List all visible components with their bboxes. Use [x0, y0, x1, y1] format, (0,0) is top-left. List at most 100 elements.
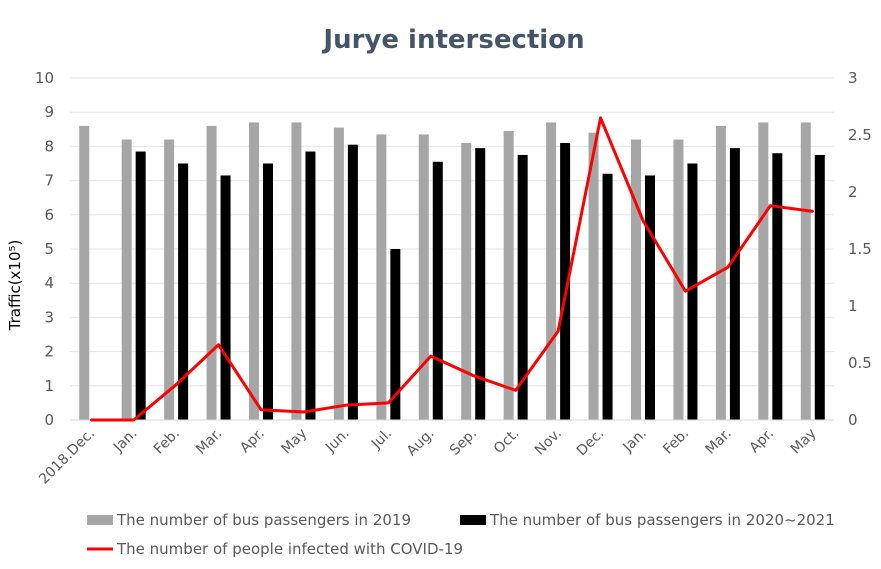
covid-point — [514, 389, 517, 392]
x-tick-label: Jan. — [619, 426, 649, 456]
bar-2019 — [291, 122, 302, 421]
bar-2019 — [249, 122, 259, 421]
x-tick-label: May — [788, 426, 820, 458]
covid-point — [556, 329, 560, 333]
covid-point — [769, 204, 772, 207]
covid-point — [217, 343, 220, 346]
bar-2020-2021 — [390, 249, 401, 420]
bars — [79, 122, 825, 421]
bar-2020-2021 — [560, 142, 571, 421]
left-tick-label: 5 — [44, 240, 54, 258]
bar-2019 — [376, 134, 387, 420]
right-axis: 0 0.5 1 1.5 2 2.5 3 — [848, 69, 872, 429]
bar-2020-2021 — [263, 163, 273, 420]
bar-2020-2021 — [772, 153, 783, 421]
bar-2019 — [206, 125, 217, 420]
legend-label: The number of people infected with COVID… — [116, 540, 463, 558]
covid-line-series — [90, 116, 814, 422]
legend-label: The number of bus passengers in 2020~202… — [489, 511, 835, 529]
y-axis-label: Traffic(x10⁵) — [6, 240, 24, 332]
x-tick-label: Feb. — [660, 426, 692, 458]
left-tick-label: 9 — [44, 103, 54, 121]
bar-2019 — [631, 139, 641, 420]
right-tick-label: 0.5 — [848, 354, 872, 372]
covid-line — [91, 116, 813, 422]
x-tick-label: Jun. — [322, 426, 353, 457]
covid-point — [302, 410, 305, 414]
covid-point — [344, 403, 348, 407]
left-tick-label: 10 — [35, 69, 54, 87]
x-tick-label: Nov. — [532, 426, 565, 459]
left-tick-label: 0 — [44, 411, 54, 429]
covid-point — [472, 374, 475, 377]
legend-label: The number of bus passengers in 2019 — [116, 511, 411, 529]
bar-2020-2021 — [305, 151, 316, 420]
bar-2019 — [503, 131, 514, 420]
bar-2020-2021 — [432, 161, 443, 421]
right-tick-label: 2.5 — [848, 126, 872, 144]
bar-2020-2021 — [602, 173, 613, 420]
covid-point — [726, 266, 730, 269]
x-tick-label: Apr. — [746, 426, 777, 457]
bar-2020-2021 — [687, 163, 698, 420]
covid-point — [259, 408, 263, 411]
left-tick-label: 4 — [44, 274, 54, 292]
bar-2019 — [758, 122, 769, 421]
bar-2020-2021 — [220, 175, 231, 420]
left-tick-label: 7 — [44, 172, 54, 190]
x-tick-label: Jul. — [368, 426, 395, 453]
right-tick-label: 3 — [848, 69, 858, 87]
left-tick-label: 8 — [44, 137, 54, 155]
x-tick-label: May — [278, 426, 310, 458]
bar-2020-2021 — [729, 148, 740, 421]
x-axis: 2018.Dec. Jan. Feb. Mar. Apr. May Jun. Jul. Aug.… — [36, 426, 820, 488]
bar-2019 — [715, 125, 726, 420]
bar-2019 — [121, 139, 132, 420]
bar-2020-2021 — [135, 151, 146, 420]
bar-2020-2021 — [475, 148, 486, 421]
bar-2020-2021 — [645, 175, 655, 420]
legend-swatch-2019 — [87, 515, 113, 525]
covid-point — [429, 354, 432, 358]
x-tick-label: 2018.Dec. — [36, 426, 98, 488]
covid-point — [90, 418, 93, 422]
bar-2020-2021 — [347, 144, 358, 420]
covid-point — [174, 383, 178, 386]
gridlines — [70, 77, 834, 387]
x-tick-label: Dec. — [574, 426, 608, 460]
x-tick-label: Oct. — [491, 426, 523, 458]
covid-point — [387, 401, 390, 405]
legend-swatch-2020-2021 — [460, 515, 486, 525]
x-tick-label: Aug. — [404, 426, 438, 460]
covid-point — [641, 219, 645, 222]
right-tick-label: 2 — [848, 183, 858, 201]
bar-2019 — [333, 127, 344, 420]
bar-2020-2021 — [178, 163, 189, 420]
bar-2019 — [79, 125, 90, 420]
bar-2020-2021 — [814, 154, 825, 420]
right-tick-label: 1.5 — [848, 240, 872, 258]
covid-point — [811, 210, 814, 213]
covid-point — [132, 418, 135, 422]
chart-title: Jurye intersection — [321, 25, 584, 55]
x-tick-label: Apr. — [237, 426, 268, 457]
bar-2019 — [800, 122, 811, 421]
x-tick-label: Feb. — [151, 426, 183, 458]
left-tick-label: 6 — [44, 206, 54, 224]
legend: The number of bus passengers in 2019 The … — [87, 511, 835, 558]
right-tick-label: 1 — [848, 297, 858, 315]
x-tick-label: Mar. — [702, 426, 734, 458]
bar-2019 — [588, 132, 599, 420]
bar-2020-2021 — [517, 154, 528, 420]
x-tick-label: Mar. — [193, 426, 225, 458]
left-tick-label: 3 — [44, 308, 54, 326]
left-tick-label: 2 — [44, 343, 54, 361]
bar-2019 — [418, 134, 429, 420]
left-axis: 0 1 2 3 4 5 6 7 8 9 10 — [35, 69, 54, 429]
left-tick-label: 1 — [44, 377, 54, 395]
bar-2019 — [164, 139, 175, 420]
bar-2019 — [546, 122, 557, 421]
right-tick-label: 0 — [848, 411, 858, 429]
x-tick-label: Jan. — [110, 426, 140, 456]
